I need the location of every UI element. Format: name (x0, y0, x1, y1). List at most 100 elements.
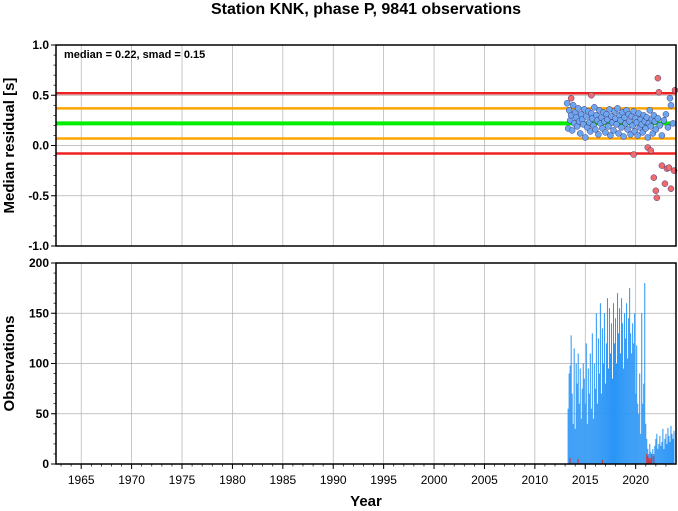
observation-bar (663, 448, 665, 464)
observation-bar (570, 335, 572, 464)
outlier-bar (651, 453, 653, 464)
residual-point (646, 107, 654, 114)
residual-point (615, 130, 622, 137)
residual-point (644, 134, 652, 141)
observation-bar (624, 313, 626, 464)
observation-bar (625, 338, 627, 464)
outlier-bar (601, 459, 603, 464)
observation-bar (587, 368, 589, 464)
observation-bar (588, 393, 590, 464)
observation-bar (657, 448, 659, 464)
observation-bar (604, 383, 606, 464)
residual-point (666, 95, 674, 102)
observation-bar (617, 293, 619, 464)
outlier-point (567, 95, 575, 102)
observation-bar (572, 423, 574, 464)
observation-bar (579, 368, 581, 464)
observation-bar (643, 383, 645, 464)
observation-bar (667, 427, 669, 464)
outlier-bar (650, 457, 652, 464)
outlier-point (588, 92, 595, 99)
residual-point (624, 126, 631, 133)
observation-bar (611, 378, 613, 464)
outlier-point (655, 88, 663, 96)
x-tick-label: 1980 (219, 473, 246, 487)
observation-bar (622, 323, 624, 464)
observation-bar (571, 393, 573, 464)
observation-bar (633, 343, 635, 464)
residual-point (591, 104, 598, 111)
residual-point (667, 102, 675, 109)
observation-bar (673, 430, 675, 464)
observation-bar (630, 333, 632, 464)
observation-bar (575, 363, 577, 464)
y-tick-label: 50 (36, 407, 50, 421)
residual-point (605, 123, 612, 130)
observation-bar (654, 445, 656, 464)
observation-bar (666, 443, 668, 464)
residual-point (656, 122, 664, 129)
residual-point (660, 117, 668, 124)
x-tick-label: 2015 (572, 473, 599, 487)
observation-bar (634, 313, 636, 464)
residual-y-axis-label: Median residual [s] (1, 78, 18, 214)
x-tick-label: 1995 (370, 473, 397, 487)
observation-bar (619, 308, 621, 464)
y-tick-label: 0.0 (32, 139, 49, 153)
observation-bar (599, 303, 601, 464)
observation-bar (602, 363, 604, 464)
observation-bar (644, 283, 646, 464)
outlier-point (653, 194, 661, 202)
observation-bar (670, 425, 672, 464)
residual-point (607, 132, 614, 139)
residual-point (610, 127, 617, 134)
observation-bar (610, 323, 612, 464)
outlier-point (658, 162, 666, 169)
x-tick-label: 1965 (68, 473, 95, 487)
observation-bar (615, 318, 617, 464)
residual-points (563, 74, 678, 202)
residual-point (592, 126, 599, 133)
observation-bar (584, 403, 586, 464)
observation-bar (642, 403, 644, 464)
observation-bar (574, 428, 576, 464)
observation-bar (569, 365, 571, 464)
observation-bar (638, 413, 640, 464)
observation-bar (669, 441, 671, 464)
observation-bar (607, 368, 609, 464)
outlier-point (661, 180, 669, 187)
observation-bar (665, 433, 667, 464)
observation-bar (578, 403, 580, 464)
median-smad-annotation: median = 0.22, smad = 0.15 (64, 49, 205, 61)
year-x-ticks: 1965 1970 1975 1980 1985 1990 1995 2000 2005 2010… (60, 464, 667, 487)
y-tick-label: 0.5 (32, 88, 49, 102)
observation-bar (668, 435, 670, 464)
outlier-bar (569, 457, 571, 464)
observation-bar (593, 363, 595, 464)
x-tick-label: 2010 (522, 473, 549, 487)
observation-bar (652, 448, 654, 464)
observation-bar (612, 303, 614, 464)
observation-bar (589, 353, 591, 464)
residual-point (582, 134, 589, 141)
residual-y-ticks: -1.0 -0.5 0.0 0.5 1.0 (28, 38, 56, 253)
observation-bar (627, 358, 629, 464)
outlier-bar (648, 457, 650, 464)
residual-point (563, 100, 571, 107)
observation-bar (601, 328, 603, 464)
observation-bars (567, 283, 675, 464)
observation-bar (628, 318, 630, 464)
observation-bar (656, 433, 658, 464)
observation-bar (573, 348, 575, 464)
observation-bar (600, 393, 602, 464)
x-tick-label: 2005 (471, 473, 498, 487)
y-tick-label: 100 (29, 357, 49, 371)
residual-point (647, 123, 655, 130)
observation-bar (595, 313, 597, 464)
residual-point (568, 127, 576, 134)
residual-point (664, 124, 672, 131)
residual-point (576, 130, 584, 137)
y-tick-label: -0.5 (28, 189, 49, 203)
outlier-bar (577, 458, 579, 464)
